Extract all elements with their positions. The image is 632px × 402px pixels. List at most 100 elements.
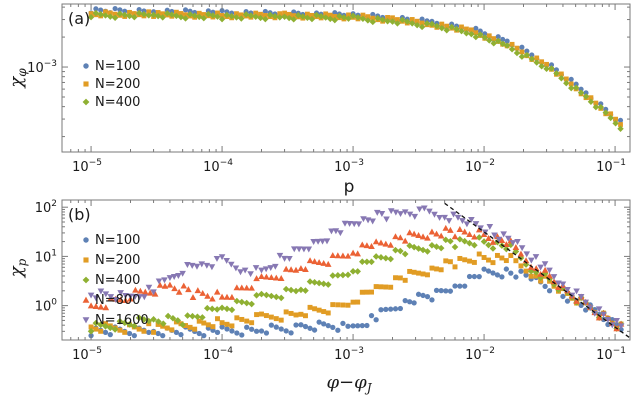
data-point xyxy=(344,252,352,259)
data-point xyxy=(223,305,231,313)
data-point xyxy=(154,12,162,20)
data-point xyxy=(334,252,342,259)
legend-label: N=800 xyxy=(95,293,140,308)
data-point xyxy=(335,327,341,333)
data-point xyxy=(247,12,255,19)
data-point xyxy=(385,15,390,20)
data-point xyxy=(122,292,129,299)
data-point xyxy=(613,116,618,122)
data-point xyxy=(485,241,492,249)
data-point xyxy=(457,255,463,261)
data-point xyxy=(543,65,550,73)
data-point xyxy=(339,252,347,259)
data-point xyxy=(555,284,562,290)
data-point xyxy=(439,21,445,27)
data-point xyxy=(243,284,251,291)
data-point xyxy=(443,258,449,264)
data-point xyxy=(210,9,216,15)
data-point xyxy=(368,312,375,319)
data-point xyxy=(196,330,202,337)
y-tick-label: 10−3 xyxy=(27,59,57,76)
x-tick-label: 10−5 xyxy=(72,158,102,175)
data-point xyxy=(168,11,176,18)
data-point xyxy=(471,233,478,240)
data-point xyxy=(397,211,404,218)
data-point xyxy=(311,327,318,333)
legend-marker xyxy=(82,276,90,284)
legend-label: N=400 xyxy=(95,273,140,288)
data-point xyxy=(198,261,206,268)
data-point xyxy=(314,238,322,245)
data-point xyxy=(137,287,144,294)
data-point xyxy=(122,329,128,335)
data-point xyxy=(252,13,259,20)
data-point xyxy=(473,30,479,36)
data-point xyxy=(392,306,399,312)
data-point xyxy=(305,246,313,253)
data-point xyxy=(591,310,599,317)
data-point xyxy=(490,270,496,276)
data-point xyxy=(192,326,198,332)
data-point xyxy=(97,303,105,310)
data-point xyxy=(462,257,468,263)
data-point xyxy=(116,10,124,17)
data-point xyxy=(87,327,95,335)
data-point xyxy=(523,272,529,278)
data-point xyxy=(179,321,186,329)
data-point xyxy=(330,324,336,330)
data-point xyxy=(447,226,454,233)
data-point xyxy=(370,11,376,17)
data-point xyxy=(161,282,169,289)
data-point xyxy=(316,307,322,313)
data-point xyxy=(328,228,335,235)
data-point xyxy=(523,51,531,59)
data-point xyxy=(360,12,366,18)
data-point xyxy=(444,23,450,29)
data-point xyxy=(228,293,236,300)
data-point xyxy=(224,321,230,327)
data-point xyxy=(577,294,585,300)
data-point xyxy=(298,322,304,328)
data-point xyxy=(617,125,624,132)
data-point xyxy=(462,283,468,289)
data-point xyxy=(252,265,260,272)
data-point xyxy=(182,7,189,13)
data-point xyxy=(111,14,119,22)
data-point xyxy=(271,12,279,20)
data-point xyxy=(387,241,394,248)
data-point xyxy=(577,89,585,96)
data-point xyxy=(534,55,540,61)
data-point xyxy=(268,292,275,300)
data-point xyxy=(447,288,454,294)
data-point xyxy=(568,76,574,82)
data-point xyxy=(424,234,431,241)
data-point xyxy=(131,14,138,21)
data-point xyxy=(586,305,594,312)
data-point xyxy=(424,248,431,255)
data-point xyxy=(360,216,367,223)
panel-b-frame xyxy=(61,199,631,341)
data-point xyxy=(283,328,289,334)
data-point xyxy=(178,11,184,16)
data-point xyxy=(295,12,302,19)
data-point xyxy=(443,27,450,34)
data-point xyxy=(559,281,567,288)
data-point xyxy=(365,14,371,20)
data-point xyxy=(227,261,235,268)
data-point xyxy=(277,11,283,17)
data-point xyxy=(600,311,607,318)
data-point xyxy=(258,267,265,274)
data-point xyxy=(263,291,270,299)
data-point xyxy=(196,318,202,324)
data-point xyxy=(281,13,288,20)
data-point xyxy=(223,293,231,300)
data-point xyxy=(447,237,454,245)
data-point xyxy=(213,306,221,313)
data-point xyxy=(155,278,163,285)
data-point xyxy=(349,12,357,19)
data-point xyxy=(332,10,338,16)
data-point xyxy=(131,293,139,300)
legend-label: N=100 xyxy=(95,59,140,74)
data-point xyxy=(315,259,323,266)
